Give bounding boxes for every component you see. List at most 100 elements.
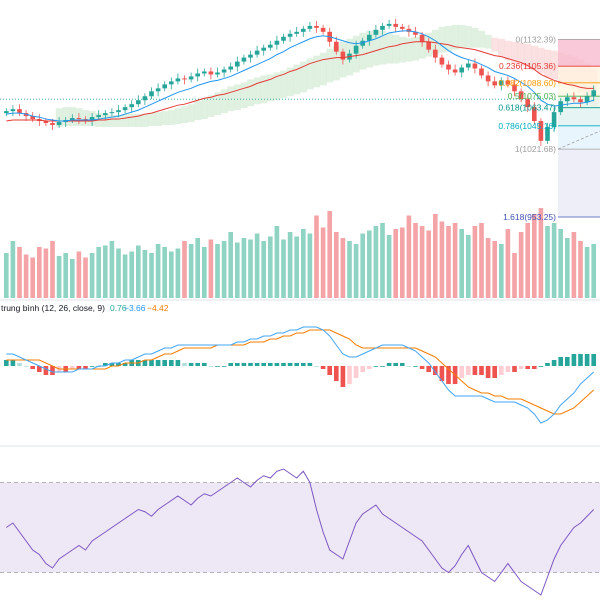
candle (23, 110, 29, 122)
candle (195, 68, 201, 82)
cloud-segment (524, 43, 532, 68)
candle-body (439, 57, 445, 65)
cloud-segment (240, 82, 248, 109)
macd-histogram-bar (17, 363, 22, 366)
cloud-segment (517, 42, 525, 66)
macd-histogram-bar (446, 366, 451, 384)
candle (505, 76, 511, 88)
volume-bar (287, 232, 293, 298)
macd-signal-line (6, 329, 595, 415)
macd-histogram-bar (294, 363, 300, 366)
candle-body (413, 31, 418, 35)
fib-trend-line (557, 130, 600, 150)
candle (155, 83, 161, 97)
macd-histogram-bar (406, 366, 412, 367)
candle (366, 30, 372, 46)
macd-histogram-bar (505, 366, 511, 372)
volume-bar (228, 232, 234, 298)
volume-bar (571, 232, 577, 298)
cloud-segment (260, 75, 268, 104)
candle (518, 88, 524, 103)
cloud-segment (432, 29, 439, 55)
cloud-segment (504, 40, 512, 61)
candle (201, 68, 207, 77)
cloud-segment (326, 48, 334, 83)
ema-slow-line (6, 41, 594, 122)
cloud-segment (174, 108, 182, 125)
cloud-segment (115, 115, 123, 127)
candle-body (168, 81, 174, 85)
macd-legend[interactable]: trung bình (12, 26, close, 9) 0.76 −3.66… (1, 303, 169, 313)
cloud-segment (62, 107, 70, 126)
volume-bar (234, 242, 240, 298)
macd-histogram-bar (274, 363, 280, 366)
macd-histogram-bar (512, 366, 517, 372)
cloud-segment (253, 77, 261, 105)
volume-bar (525, 223, 531, 298)
candlesticks (3, 18, 597, 146)
candle-body (215, 72, 220, 75)
candle (56, 117, 62, 128)
candle (109, 108, 115, 117)
cloud-segment (372, 29, 380, 66)
volume-bar (149, 253, 154, 298)
volume-bar (446, 226, 451, 298)
candle-body (393, 23, 399, 27)
candle-body (142, 96, 148, 101)
cloud-segment (392, 34, 400, 64)
macd-histogram-bar (591, 354, 597, 366)
macd-histogram-bar (564, 357, 570, 366)
volume-bar (215, 244, 220, 298)
macd-histogram-bar (208, 366, 214, 367)
cloud-segment (537, 47, 545, 74)
cloud-segment (359, 32, 367, 70)
candle-body (551, 112, 557, 127)
candle-body (261, 47, 267, 51)
candle (465, 59, 471, 71)
volume-bar (281, 239, 286, 298)
cloud-segment (121, 114, 129, 127)
macd-histogram-bar (261, 363, 267, 366)
macd-histogram-bar (155, 360, 161, 366)
cloud-segment (319, 52, 327, 86)
candle (188, 72, 194, 83)
candle-body (208, 71, 214, 75)
volume-bar (50, 241, 55, 298)
candle-body (109, 112, 115, 114)
volume-bar (10, 241, 16, 298)
candle (281, 33, 286, 44)
candle-body (155, 88, 161, 92)
volume-bar (459, 229, 465, 298)
cloud-segment (300, 61, 307, 93)
cloud-segment (445, 25, 453, 52)
candle (241, 54, 247, 65)
fib-band (558, 107, 600, 126)
candle-body (69, 118, 75, 121)
cloud-segment (405, 37, 413, 62)
volume-bar (584, 247, 590, 298)
cloud-segment (102, 114, 109, 127)
candle (122, 104, 128, 114)
macd-histogram-bar (36, 366, 42, 372)
macd-histogram-bar (109, 363, 115, 366)
candle (525, 95, 531, 113)
volume-bar (307, 233, 313, 298)
candle-body (287, 33, 293, 37)
cloud-segment (471, 27, 479, 48)
candle-body (228, 66, 234, 70)
macd-histogram-bar (360, 366, 366, 372)
candle (558, 98, 564, 116)
cloud-segment (385, 32, 393, 64)
volume-bar (551, 223, 557, 298)
candle (333, 36, 339, 55)
macd-histogram-bar (142, 360, 148, 366)
volume-bar (439, 221, 445, 298)
candle (215, 67, 220, 78)
cloud-segment (412, 36, 420, 61)
volume-bar (30, 257, 36, 298)
candle (571, 92, 577, 103)
volume-bars (3, 208, 597, 298)
candle-body (446, 64, 451, 70)
fib-band (558, 149, 600, 217)
